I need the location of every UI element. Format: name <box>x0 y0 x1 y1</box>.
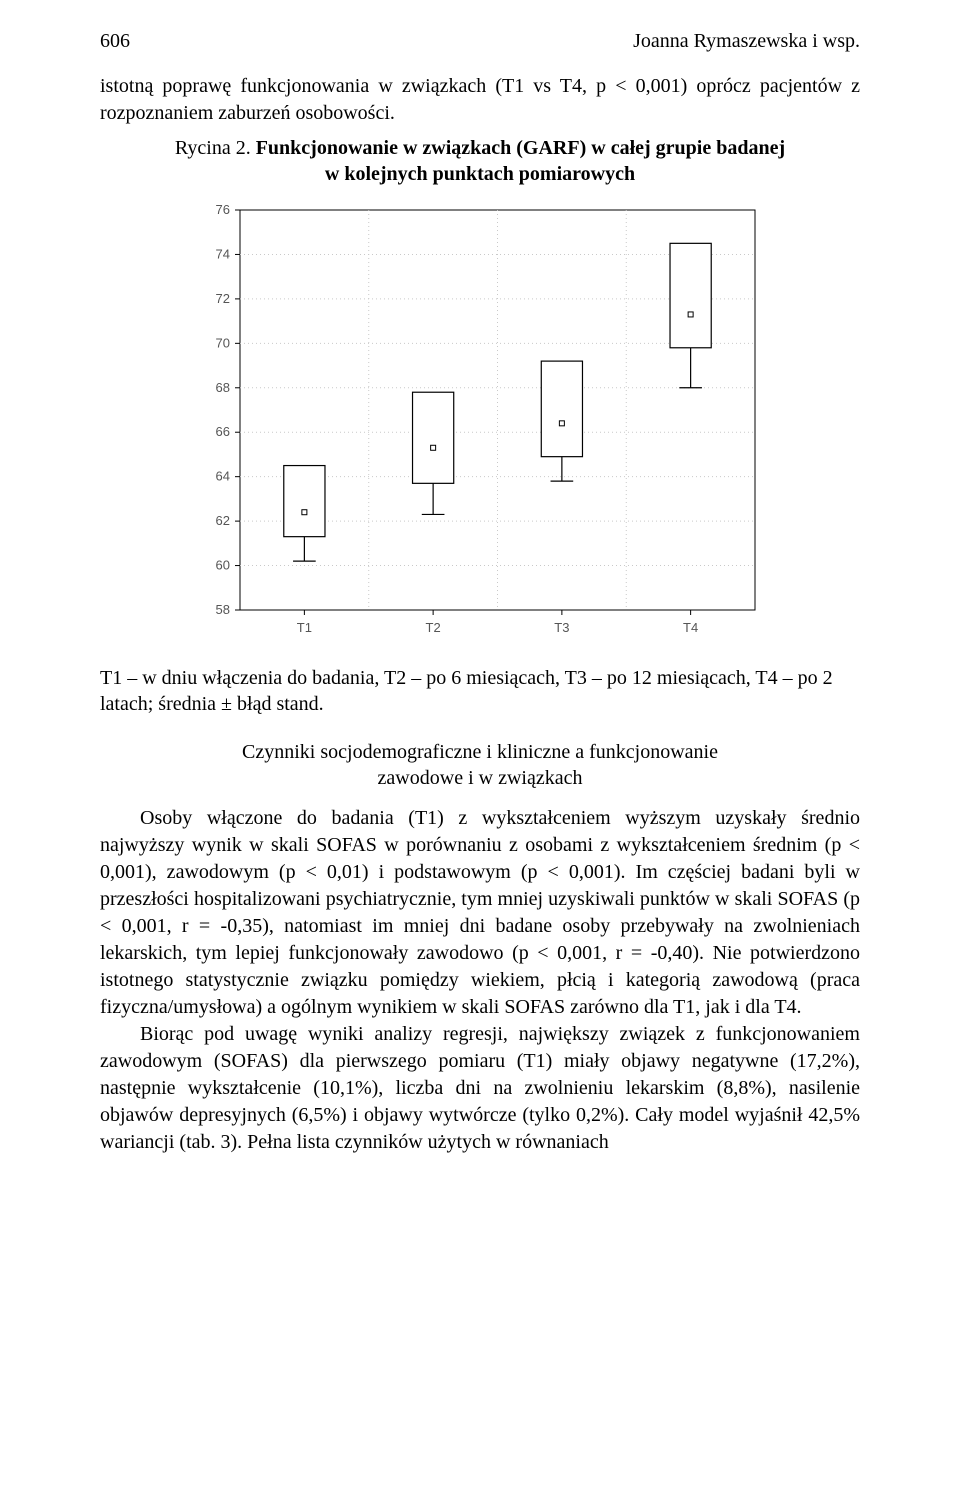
figure-legend: T1 – w dniu włączenia do badania, T2 – p… <box>100 665 860 717</box>
svg-text:76: 76 <box>216 202 230 217</box>
svg-text:70: 70 <box>216 335 230 350</box>
svg-text:64: 64 <box>216 469 230 484</box>
paragraph-2: Biorąc pod uwagę wyniki analizy regresji… <box>100 1021 860 1156</box>
svg-text:62: 62 <box>216 513 230 528</box>
svg-text:58: 58 <box>216 602 230 617</box>
svg-text:T4: T4 <box>683 620 698 635</box>
running-header: 606 Joanna Rymaszewska i wsp. <box>100 30 860 53</box>
svg-text:74: 74 <box>216 246 230 261</box>
section-title: Czynniki socjodemograficzne i kliniczne … <box>100 739 860 791</box>
body: Osoby włączone do badania (T1) z wykszta… <box>100 805 860 1156</box>
svg-text:T3: T3 <box>554 620 569 635</box>
boxplot-svg: 58 60 62 64 66 68 70 72 74 76 T1 T2 T3 T4 <box>185 195 775 655</box>
running-title: Joanna Rymaszewska i wsp. <box>633 30 860 53</box>
page-number: 606 <box>100 30 130 53</box>
page: 606 Joanna Rymaszewska i wsp. istotną po… <box>0 0 960 1494</box>
svg-text:66: 66 <box>216 424 230 439</box>
figure-caption: Rycina 2. Funkcjonowanie w związkach (GA… <box>100 135 860 187</box>
svg-text:60: 60 <box>216 558 230 573</box>
svg-text:68: 68 <box>216 380 230 395</box>
svg-text:72: 72 <box>216 291 230 306</box>
svg-text:T2: T2 <box>426 620 441 635</box>
svg-text:T1: T1 <box>297 620 312 635</box>
paragraph-1: Osoby włączone do badania (T1) z wykszta… <box>100 805 860 1021</box>
boxplot-chart: 58 60 62 64 66 68 70 72 74 76 T1 T2 T3 T4 <box>100 195 860 655</box>
intro-paragraph: istotną poprawę funkcjonowania w związka… <box>100 73 860 127</box>
figure-caption-bold: Funkcjonowanie w związkach (GARF) w całe… <box>256 137 785 185</box>
